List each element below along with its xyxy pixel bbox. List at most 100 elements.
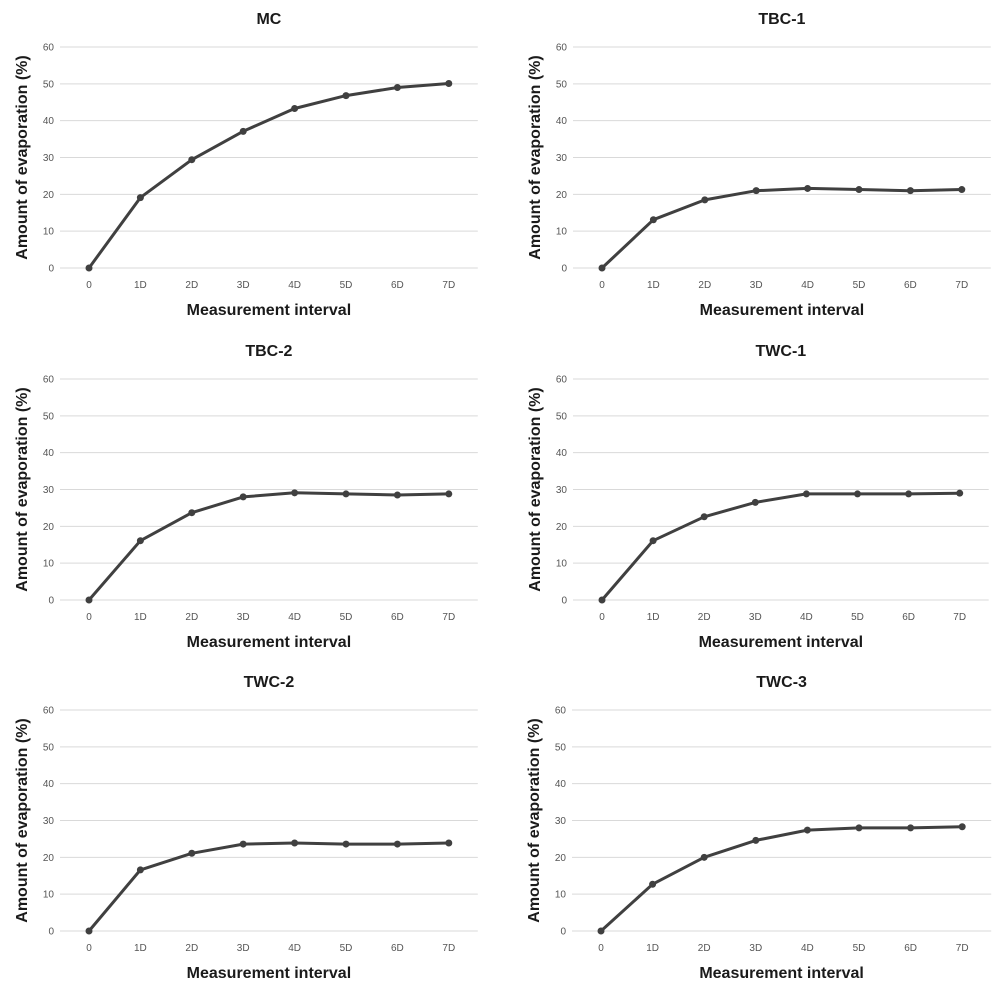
data-point <box>291 839 299 847</box>
y-tick-label: 50 <box>556 411 568 422</box>
x-axis-label: Measurement interval <box>187 634 352 651</box>
x-tick-label: 2D <box>698 612 711 623</box>
data-point <box>854 490 861 498</box>
x-tick-label: 2D <box>185 612 198 623</box>
data-point <box>855 186 863 194</box>
y-tick-label: 20 <box>43 190 55 201</box>
y-tick-label: 40 <box>556 116 568 127</box>
data-point <box>905 490 913 498</box>
data-point <box>956 489 964 497</box>
x-axis-label: Measurement interval <box>700 302 865 319</box>
y-tick-label: 10 <box>43 227 55 238</box>
data-point <box>85 264 93 272</box>
data-point <box>445 839 453 847</box>
x-tick-label: 7D <box>955 280 968 291</box>
y-axis-label: Amount of evaporation (%) <box>526 718 543 922</box>
x-tick-label: 7D <box>956 943 969 954</box>
x-axis-label: Measurement interval <box>699 965 864 982</box>
data-point <box>598 264 606 272</box>
data-point <box>649 537 657 545</box>
chart-title: MC <box>256 11 281 28</box>
data-point <box>752 187 760 195</box>
y-tick-label: 60 <box>555 706 567 717</box>
y-tick-label: 60 <box>43 43 55 54</box>
y-tick-label: 50 <box>43 411 55 422</box>
y-tick-label: 10 <box>43 559 55 570</box>
y-tick-label: 20 <box>43 853 55 864</box>
chart-panel-tbc-2: 0 10 20 30 40 50 60 0 1D 2D 3D 4D 5D 6D 7D TBC-2 Measure… <box>14 343 478 651</box>
y-tick-label: 30 <box>556 485 568 496</box>
x-tick-label: 5D <box>853 943 866 954</box>
y-tick-label: 10 <box>43 890 55 901</box>
y-tick-label: 10 <box>555 890 567 901</box>
data-point <box>188 849 196 857</box>
x-tick-label: 0 <box>86 280 92 291</box>
data-point <box>239 493 247 501</box>
chart-title: TBC-1 <box>758 11 805 28</box>
data-point <box>188 509 196 517</box>
x-tick-label: 2D <box>698 943 711 954</box>
data-point <box>342 490 350 498</box>
x-tick-label: 3D <box>237 280 250 291</box>
x-tick-label: 4D <box>800 612 813 623</box>
data-point <box>700 513 708 521</box>
y-tick-label: 0 <box>561 264 567 275</box>
x-tick-label: 0 <box>599 612 605 623</box>
data-point <box>136 194 144 202</box>
y-axis-label: Amount of evaporation (%) <box>14 718 31 922</box>
data-point <box>136 537 144 545</box>
y-tick-label: 50 <box>43 742 55 753</box>
x-tick-label: 5D <box>853 280 866 291</box>
y-axis-label: Amount of evaporation (%) <box>527 55 544 259</box>
y-tick-label: 60 <box>556 375 568 386</box>
y-tick-label: 20 <box>556 190 568 201</box>
x-tick-label: 2D <box>185 943 198 954</box>
y-tick-label: 30 <box>556 153 568 164</box>
x-tick-label: 2D <box>698 280 711 291</box>
data-point <box>958 186 966 194</box>
data-point <box>239 840 247 848</box>
x-tick-label: 6D <box>904 943 917 954</box>
y-tick-label: 30 <box>43 485 55 496</box>
chart-panel-twc-1: 0 10 20 30 40 50 60 0 1D 2D 3D 4D 5D 6D 7D TWC-1 Measure… <box>527 343 989 651</box>
data-point <box>701 196 709 204</box>
y-tick-label: 40 <box>43 116 55 127</box>
series-line <box>600 186 964 270</box>
data-point <box>751 498 759 506</box>
data-point <box>393 491 401 499</box>
series-line <box>87 841 451 933</box>
data-point <box>649 880 657 888</box>
data-point <box>803 826 811 834</box>
y-tick-label: 30 <box>43 153 55 164</box>
x-tick-label: 7D <box>953 612 966 623</box>
data-point <box>804 184 812 192</box>
data-point <box>597 927 605 935</box>
x-axis-label: Measurement interval <box>187 965 352 982</box>
y-tick-label: 0 <box>561 596 567 607</box>
y-tick-label: 40 <box>555 779 567 790</box>
x-tick-label: 7D <box>442 612 455 623</box>
data-point <box>445 490 453 498</box>
data-point <box>85 596 93 604</box>
y-tick-label: 0 <box>48 927 54 938</box>
y-tick-label: 60 <box>43 706 55 717</box>
x-tick-label: 6D <box>904 280 917 291</box>
y-tick-label: 30 <box>43 816 55 827</box>
data-point <box>598 596 606 604</box>
series-line <box>599 825 964 933</box>
data-point <box>802 490 810 498</box>
x-tick-label: 4D <box>801 943 814 954</box>
y-tick-label: 40 <box>556 448 568 459</box>
data-point <box>393 840 401 848</box>
y-tick-label: 0 <box>48 596 54 607</box>
x-tick-label: 0 <box>86 943 92 954</box>
x-tick-label: 2D <box>185 280 198 291</box>
x-tick-label: 1D <box>134 943 147 954</box>
x-tick-label: 4D <box>288 943 301 954</box>
data-point <box>342 92 350 100</box>
x-tick-label: 6D <box>391 943 404 954</box>
x-axis-label: Measurement interval <box>699 634 864 651</box>
x-tick-label: 1D <box>134 612 147 623</box>
x-tick-label: 0 <box>598 943 604 954</box>
